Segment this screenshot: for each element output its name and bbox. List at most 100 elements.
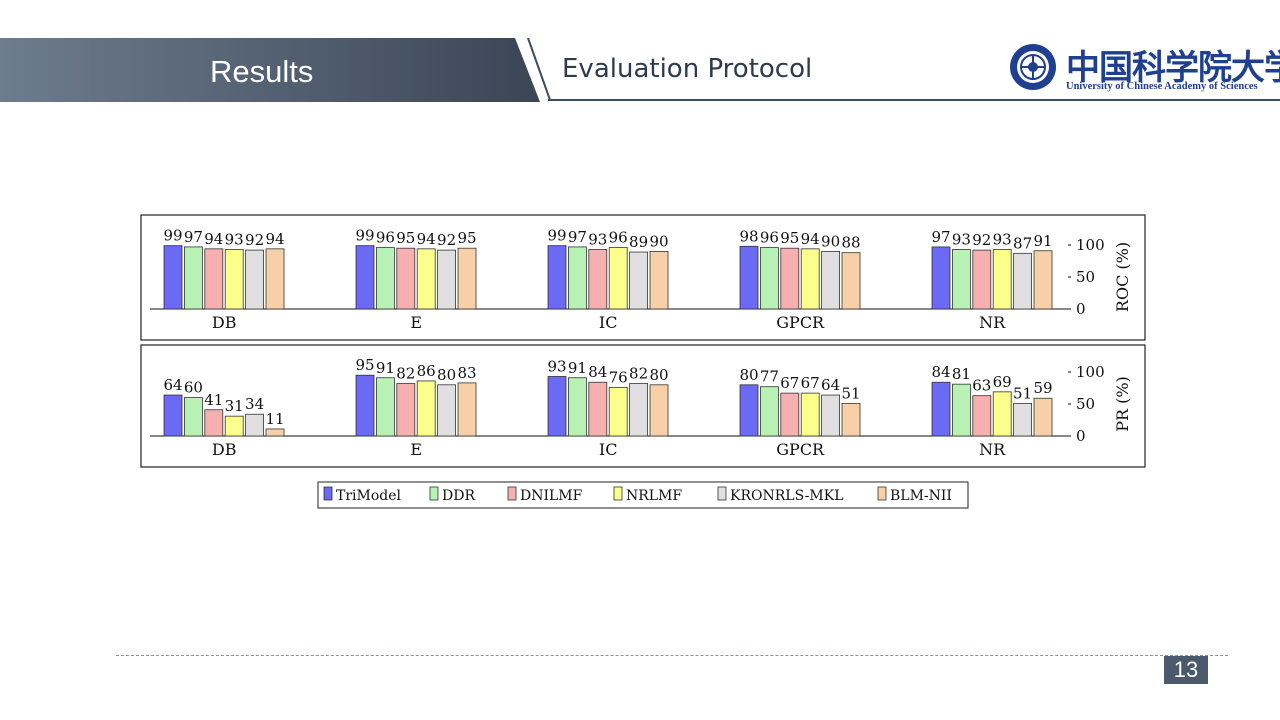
- bar-kronrls-mkl: [629, 383, 648, 437]
- footer-divider: [116, 655, 1228, 656]
- data-label: 34: [245, 395, 264, 413]
- bar-ddr: [183, 397, 203, 437]
- data-label: 76: [609, 368, 628, 386]
- bar-ddr: [375, 377, 395, 437]
- data-label: 96: [376, 229, 395, 247]
- logo-chinese-name: 中国科学院大学: [1066, 48, 1280, 88]
- logo-english-name: University of Chinese Academy of Science…: [1066, 81, 1258, 92]
- data-label: 93: [225, 230, 244, 248]
- page-number: 13: [1164, 656, 1208, 684]
- data-label: 93: [588, 230, 607, 248]
- bar-trimodel: [547, 245, 567, 310]
- y-tick-label: 100: [1076, 236, 1105, 254]
- bar-dnilmf: [780, 392, 800, 437]
- bar-blm-nii: [265, 428, 285, 437]
- category-label: IC: [599, 440, 618, 459]
- bar-ddr: [183, 246, 203, 310]
- data-label: 60: [184, 379, 203, 397]
- data-label: 94: [417, 230, 436, 248]
- data-label: 59: [1033, 379, 1052, 397]
- data-label: 92: [245, 231, 264, 249]
- bar-kronrls-mkl: [1013, 252, 1032, 310]
- bar-blm-nii: [457, 382, 477, 437]
- legend-label: KRONRLS-MKL: [730, 488, 844, 504]
- bar-blm-nii: [841, 252, 861, 310]
- category-label: DB: [212, 440, 237, 459]
- legend-swatch: [323, 486, 333, 501]
- legend-swatch: [877, 486, 887, 501]
- bar-nrlmf: [992, 391, 1012, 437]
- legend-swatch: [507, 486, 517, 501]
- data-label: 99: [547, 227, 566, 245]
- data-label: 80: [739, 366, 758, 384]
- data-label: 81: [952, 365, 971, 383]
- bar-blm-nii: [841, 402, 861, 437]
- data-label: 91: [1033, 232, 1052, 250]
- bar-trimodel: [739, 245, 759, 310]
- y-tick-label: 0: [1076, 300, 1086, 318]
- y-tick-label: 50: [1076, 395, 1095, 413]
- data-label: 90: [649, 232, 668, 250]
- legend-swatch: [429, 486, 439, 501]
- bar-dnilmf: [396, 383, 416, 437]
- bar-ddr: [760, 247, 779, 310]
- bar-trimodel: [163, 394, 183, 437]
- legend-swatch: [717, 486, 727, 501]
- legend-frame: [317, 481, 969, 509]
- bar-kronrls-mkl: [437, 384, 457, 437]
- data-label: 80: [649, 366, 668, 384]
- data-label: 63: [972, 377, 991, 395]
- section-title: Results: [210, 54, 314, 89]
- data-label: 82: [629, 365, 648, 383]
- data-label: 84: [588, 363, 607, 381]
- bar-kronrls-mkl: [821, 250, 840, 310]
- legend-label: BLM-NII: [890, 488, 952, 504]
- bar-blm-nii: [457, 247, 477, 310]
- bar-trimodel: [547, 376, 567, 437]
- header-band: [0, 38, 540, 102]
- bar-kronrls-mkl: [821, 394, 840, 437]
- bar-nrlmf: [224, 249, 244, 310]
- data-label: 83: [457, 364, 476, 382]
- bar-nrlmf: [800, 392, 820, 437]
- university-seal-icon: [1010, 44, 1056, 90]
- bar-dnilmf: [588, 381, 608, 437]
- data-label: 77: [760, 368, 779, 386]
- data-label: 92: [972, 231, 991, 249]
- bar-ddr: [952, 383, 971, 437]
- bar-trimodel: [163, 245, 183, 310]
- category-label: DB: [212, 313, 237, 332]
- category-label: E: [410, 440, 422, 459]
- data-label: 87: [1013, 234, 1032, 252]
- y-tick-label: 50: [1076, 268, 1095, 286]
- bar-ddr: [760, 386, 779, 437]
- bar-blm-nii: [1033, 397, 1053, 437]
- data-label: 92: [437, 231, 456, 249]
- data-label: 69: [993, 373, 1012, 391]
- bar-trimodel: [931, 381, 951, 437]
- bar-dnilmf: [972, 395, 992, 437]
- bar-trimodel: [355, 374, 375, 437]
- data-label: 11: [265, 410, 284, 428]
- legend-label: TriModel: [336, 488, 402, 504]
- bar-kronrls-mkl: [1013, 402, 1032, 437]
- bar-blm-nii: [649, 384, 669, 437]
- data-label: 99: [163, 227, 182, 245]
- bar-kronrls-mkl: [245, 413, 265, 437]
- data-label: 95: [355, 356, 374, 374]
- bar-dnilmf: [204, 409, 224, 437]
- bar-dnilmf: [972, 249, 992, 310]
- data-label: 93: [993, 230, 1012, 248]
- data-label: 89: [629, 233, 648, 251]
- bar-ddr: [952, 249, 971, 310]
- y-tick-label: 0: [1076, 427, 1086, 445]
- bar-blm-nii: [1033, 250, 1053, 310]
- data-label: 95: [780, 229, 799, 247]
- data-label: 67: [780, 374, 799, 392]
- data-label: 94: [204, 230, 223, 248]
- bar-nrlmf: [608, 247, 628, 310]
- bar-nrlmf: [416, 248, 436, 310]
- data-label: 31: [225, 397, 244, 415]
- data-label: 64: [163, 376, 182, 394]
